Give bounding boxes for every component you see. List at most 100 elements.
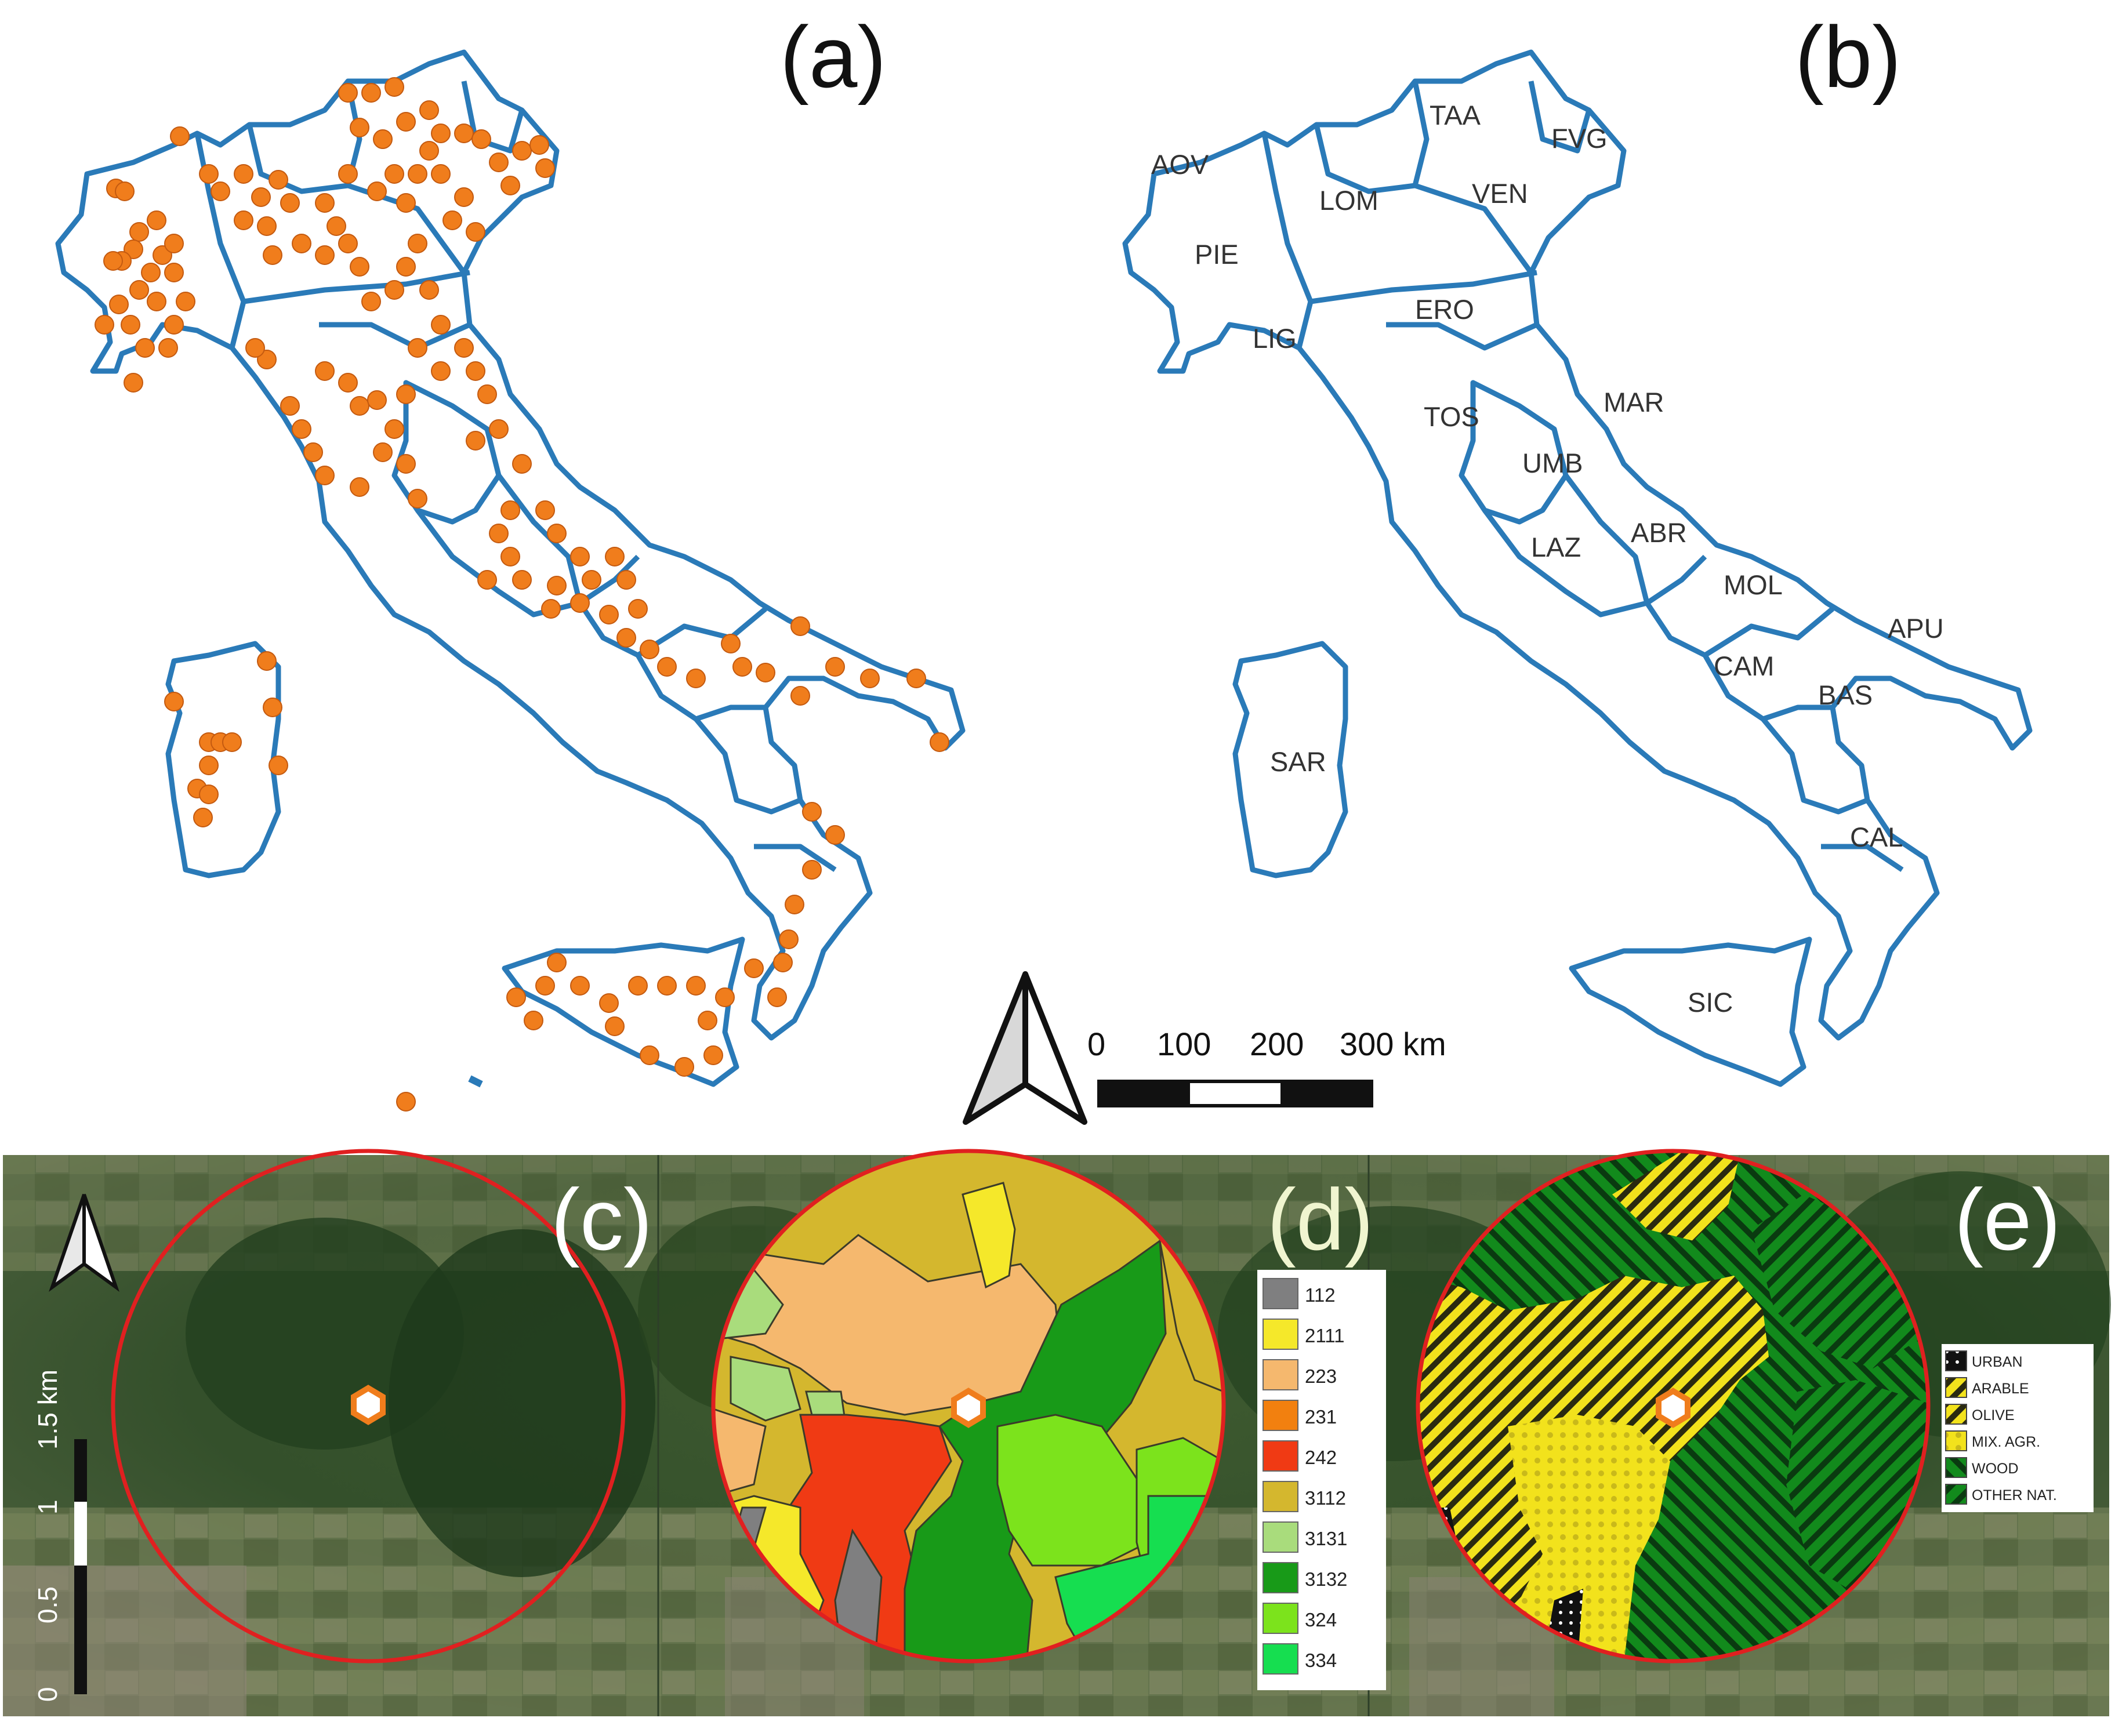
site-point <box>292 419 311 439</box>
legend-d-label: 223 <box>1305 1365 1337 1387</box>
site-points <box>95 77 949 1112</box>
site-point <box>164 315 184 335</box>
site-point <box>500 176 520 195</box>
site-point <box>280 193 300 213</box>
site-point <box>454 338 474 358</box>
legend-d-swatch <box>1263 1643 1298 1675</box>
region-label-lom: LOM <box>1319 185 1378 216</box>
site-point <box>506 987 526 1007</box>
vscale-tick-0: 0 <box>32 1687 63 1702</box>
legend-e-swatch <box>1945 1430 1967 1451</box>
region-label-ven: VEN <box>1472 178 1528 209</box>
vscale-tick-05: 0.5 <box>32 1586 63 1624</box>
site-point <box>657 976 677 996</box>
site-point <box>547 953 567 972</box>
italy-outline-a <box>55 49 966 1088</box>
site-point <box>263 245 282 265</box>
site-point <box>315 245 335 265</box>
legend-d-label: 3132 <box>1305 1568 1347 1590</box>
site-point <box>790 616 810 636</box>
site-point <box>454 124 474 143</box>
site-point <box>825 657 845 677</box>
region-label-pie: PIE <box>1195 239 1239 270</box>
site-point <box>860 669 880 688</box>
site-point <box>269 170 288 190</box>
site-point <box>367 390 387 410</box>
legend-d-swatch <box>1263 1319 1298 1350</box>
legend-e-label: OTHER NAT. <box>1972 1487 2057 1503</box>
site-point <box>773 953 793 972</box>
site-point <box>350 257 369 277</box>
panel-c-satellite-buffer: (c) 0 0.5 1 1.5 km <box>32 1149 652 1702</box>
site-point <box>698 1011 717 1030</box>
region-label-abr: ABR <box>1631 517 1687 548</box>
site-point <box>384 77 404 97</box>
legend-e-label: URBAN <box>1972 1354 2023 1370</box>
site-point <box>419 280 439 300</box>
panel-label-e: (e) <box>1954 1171 2060 1268</box>
site-point <box>129 280 149 300</box>
site-point <box>367 181 387 201</box>
panel-label-d: (d) <box>1267 1171 1373 1268</box>
scale-bar: 0 100 200 300 km <box>1087 1026 1446 1107</box>
site-point <box>147 292 166 311</box>
legend-aggregated-classes: URBAN ARABLE OLIVE MIX. AGR. WOOD OTHER NAT. <box>1942 1344 2094 1512</box>
site-point <box>95 315 114 335</box>
site-point <box>605 547 625 566</box>
site-point <box>396 454 416 474</box>
legend-d-label: 231 <box>1305 1406 1337 1428</box>
site-point <box>466 222 485 242</box>
site-point <box>500 500 520 520</box>
site-point <box>790 686 810 706</box>
site-point <box>535 500 555 520</box>
legend-d-label: 2111 <box>1305 1325 1345 1346</box>
legend-d-label: 3131 <box>1305 1528 1347 1549</box>
site-point <box>396 193 416 213</box>
site-point <box>170 126 190 146</box>
site-point <box>628 599 648 619</box>
site-point <box>315 193 335 213</box>
site-point <box>489 419 509 439</box>
site-point <box>640 1045 659 1065</box>
site-point <box>158 338 178 358</box>
region-label-cal: CAL <box>1850 822 1903 852</box>
scale-tick-100: 100 <box>1157 1026 1211 1062</box>
vertical-scale-bar: 0 0.5 1 1.5 km <box>32 1370 87 1702</box>
region-label-cam: CAM <box>1714 651 1774 681</box>
site-point <box>121 315 140 335</box>
panel-a-italy-sites-map <box>55 49 966 1112</box>
site-point <box>674 1057 694 1077</box>
site-point <box>512 454 532 474</box>
region-label-mol: MOL <box>1724 569 1783 600</box>
vscale-tick-15: 1.5 km <box>32 1370 63 1450</box>
site-point <box>280 396 300 416</box>
site-point <box>930 732 949 752</box>
site-point <box>164 263 184 282</box>
site-point <box>396 384 416 404</box>
legend-d-swatch <box>1263 1562 1298 1593</box>
site-point <box>471 129 491 149</box>
legend-e-label: OLIVE <box>1972 1407 2015 1423</box>
site-point <box>315 361 335 381</box>
site-point <box>686 976 706 996</box>
site-point <box>535 158 555 178</box>
site-point <box>825 825 845 845</box>
site-point <box>234 164 253 184</box>
site-point <box>582 570 601 590</box>
site-point <box>431 361 451 381</box>
site-point <box>269 756 288 775</box>
site-point <box>109 295 129 314</box>
site-point <box>292 234 311 253</box>
site-point <box>657 657 677 677</box>
panel-label-b: (b) <box>1795 8 1901 106</box>
north-arrow-small-icon <box>49 1194 119 1292</box>
legend-d-label: 112 <box>1305 1284 1336 1306</box>
italy-outline-b <box>1122 49 2033 1087</box>
legend-e-label: ARABLE <box>1972 1381 2029 1397</box>
site-point <box>756 663 775 682</box>
legend-e-swatch <box>1945 1377 1967 1398</box>
site-marker-c <box>351 1385 386 1425</box>
legend-d-swatch <box>1263 1440 1298 1472</box>
site-point <box>785 895 804 914</box>
site-point <box>419 100 439 120</box>
